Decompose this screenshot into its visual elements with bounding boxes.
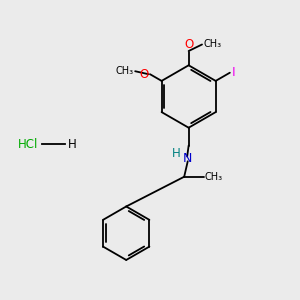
Text: CH₃: CH₃ bbox=[205, 172, 223, 182]
Text: O: O bbox=[184, 38, 193, 51]
Text: HCl: HCl bbox=[18, 138, 38, 151]
Text: I: I bbox=[232, 66, 236, 79]
Text: H: H bbox=[172, 147, 181, 160]
Text: CH₃: CH₃ bbox=[116, 66, 134, 76]
Text: CH₃: CH₃ bbox=[203, 40, 221, 50]
Text: N: N bbox=[183, 152, 192, 165]
Text: H: H bbox=[68, 138, 77, 151]
Text: O: O bbox=[139, 68, 148, 81]
